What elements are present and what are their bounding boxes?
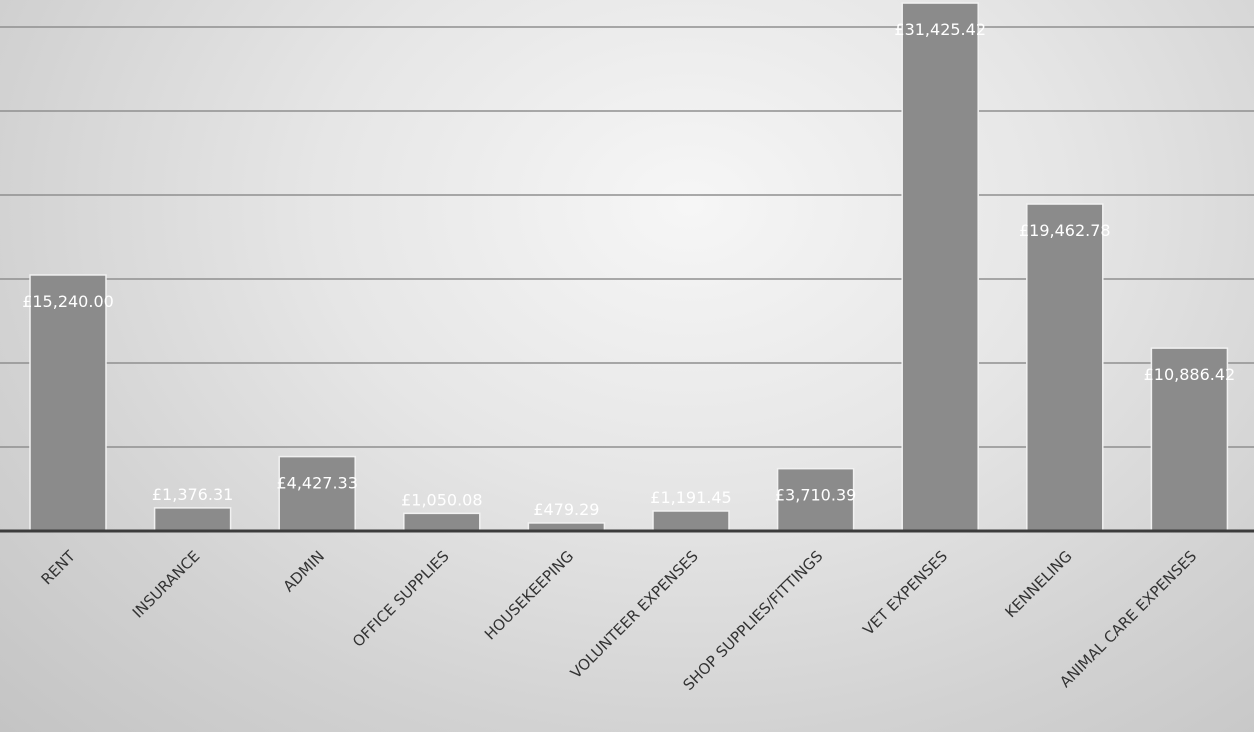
data-label: £479.29	[533, 500, 599, 519]
data-labels: £15,240.00 £1,376.31 £4,427.33 £1,050.08 £47…	[22, 20, 1235, 519]
data-label: £4,427.33	[276, 474, 357, 493]
x-tick-label: VOLUNTEER EXPENSES	[567, 547, 702, 682]
bar-insurance	[153, 507, 232, 532]
bar-office-supplies	[403, 512, 481, 532]
data-label: £10,886.42	[1144, 365, 1236, 384]
data-label: £3,710.39	[775, 486, 856, 505]
data-label: £1,050.08	[401, 490, 482, 509]
bar-animal-care-expenses	[1150, 347, 1229, 532]
data-label: £1,191.45	[650, 488, 731, 507]
x-tick-label: KENNELING	[1001, 547, 1075, 621]
bar-volunteer-expenses	[652, 510, 730, 532]
x-tick-label: SHOP SUPPLIES/FITTINGS	[680, 547, 827, 694]
x-tick-label: OFFICE SUPPLIES	[349, 547, 453, 651]
x-tick-labels: RENT INSURANCE ADMIN OFFICE SUPPLIES HOUSEKE…	[38, 547, 1201, 694]
bar-kenneling	[1026, 203, 1104, 532]
x-tick-label: HOUSEKEEPING	[481, 547, 577, 643]
x-tick-label: VET EXPENSES	[859, 547, 951, 639]
data-label: £19,462.78	[1019, 221, 1111, 240]
x-tick-label: INSURANCE	[129, 547, 204, 622]
bar-rent	[29, 274, 107, 532]
data-label: £1,376.31	[152, 485, 233, 504]
bar-admin	[278, 455, 356, 532]
bar-shop-supplies-fittings	[776, 467, 855, 532]
bars	[29, 2, 1229, 532]
x-tick-label: ANIMAL CARE EXPENSES	[1056, 547, 1200, 691]
x-tick-label: RENT	[38, 547, 80, 589]
data-label: £15,240.00	[22, 292, 114, 311]
bar-vet-expenses	[901, 2, 979, 532]
x-tick-label: ADMIN	[280, 547, 328, 595]
data-label: £31,425.42	[894, 20, 986, 39]
